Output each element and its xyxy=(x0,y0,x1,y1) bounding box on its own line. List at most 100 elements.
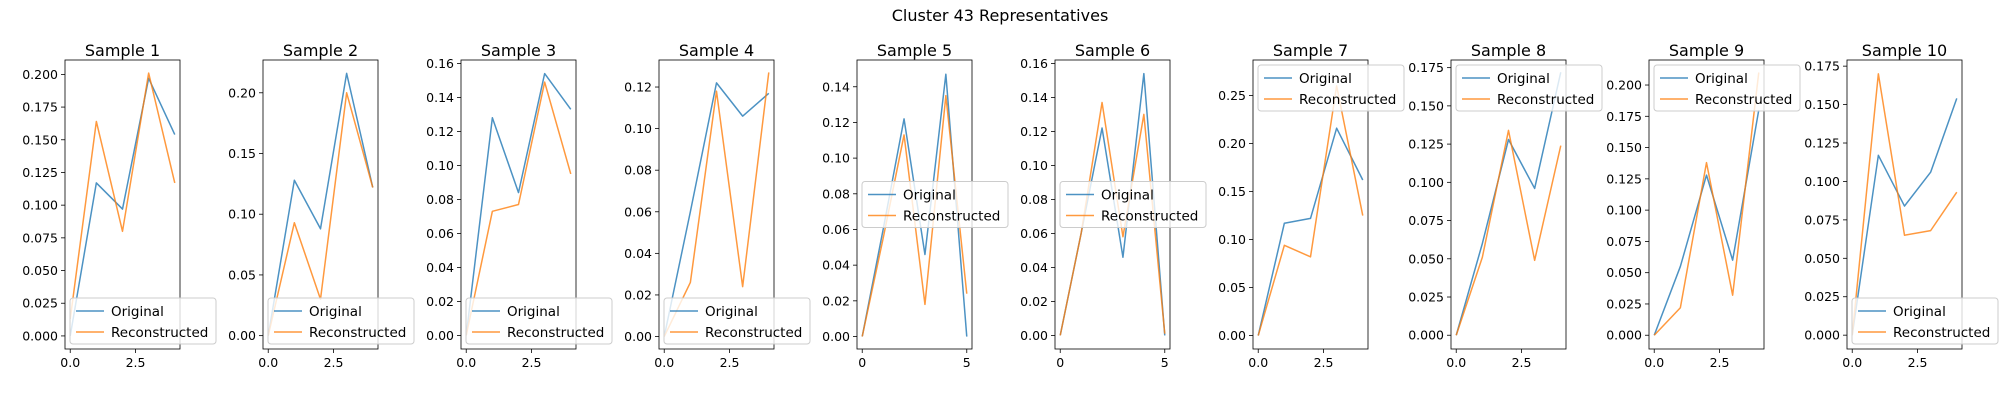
x-tick-label: 0.0 xyxy=(1842,355,1862,370)
legend-label: Reconstructed xyxy=(507,325,604,341)
y-tick-label: 0.10 xyxy=(822,151,850,166)
legend: Original Reconstructed xyxy=(69,297,217,345)
y-tick-label: 0.100 xyxy=(1606,203,1642,218)
y-tick-label: 0.150 xyxy=(1606,140,1642,155)
series-line-reconstructed xyxy=(663,72,770,337)
x-tick-label: 2.5 xyxy=(324,355,344,370)
y-tick-label: 0.175 xyxy=(22,100,58,115)
legend-label: Reconstructed xyxy=(1695,92,1792,108)
subplot-title: Sample 2 xyxy=(283,41,358,60)
subplot-8: Sample 8 0.000 0.025 0.050 0.075 0.100 0.125 0.… xyxy=(1408,41,1603,370)
y-tick-label: 0.25 xyxy=(1218,88,1246,103)
subplot-6: Sample 6 0.00 0.02 0.04 0.06 0.08 0.10 0.12 0.14… xyxy=(1020,41,1207,370)
y-tick-label: 0.12 xyxy=(1020,124,1048,139)
x-tick-label: 5 xyxy=(1161,355,1169,370)
legend: Original Reconstructed xyxy=(1455,64,1603,112)
legend: Original Reconstructed xyxy=(465,297,613,345)
legend: Original Reconstructed xyxy=(861,181,1009,228)
x-tick-label: 0.0 xyxy=(456,355,476,370)
legend-frame xyxy=(267,297,415,345)
x-tick-label: 5 xyxy=(963,355,971,370)
plot-frame xyxy=(1648,59,1765,350)
y-tick-label: 0.00 xyxy=(426,328,454,343)
y-tick-label: 0.150 xyxy=(22,132,58,147)
legend-label: Original xyxy=(1299,71,1352,87)
y-tick-label: 0.10 xyxy=(426,158,454,173)
y-tick-label: 0.100 xyxy=(22,198,58,213)
series-line-original xyxy=(1653,109,1760,336)
y-tick-label: 0.025 xyxy=(1606,296,1642,311)
y-tick-label: 0.150 xyxy=(1408,98,1444,113)
subplot-1: Sample 1 0.000 0.025 0.050 0.075 0.100 0.125 0.… xyxy=(22,41,217,370)
legend-label: Original xyxy=(1695,71,1748,87)
y-tick-label: 0.000 xyxy=(22,328,58,343)
y-tick-label: 0.075 xyxy=(1606,234,1642,249)
y-tick-label: 0.06 xyxy=(426,226,454,241)
y-tick-label: 0.08 xyxy=(624,163,652,178)
y-tick-label: 0.125 xyxy=(1804,136,1840,151)
legend-frame xyxy=(465,297,613,345)
y-tick-label: 0.04 xyxy=(1020,260,1048,275)
legend-label: Original xyxy=(903,188,956,204)
series-line-original xyxy=(465,72,572,336)
plot-frame xyxy=(262,59,379,350)
y-tick-label: 0.000 xyxy=(1804,328,1840,343)
x-tick-label: 0.0 xyxy=(60,355,80,370)
legend-label: Original xyxy=(1893,304,1946,320)
y-tick-label: 0.075 xyxy=(1804,212,1840,227)
x-tick-label: 2.5 xyxy=(126,355,146,370)
legend-label: Original xyxy=(309,304,362,320)
legend-label: Reconstructed xyxy=(1299,92,1396,108)
x-tick-label: 2.5 xyxy=(1908,355,1928,370)
y-tick-label: 0.08 xyxy=(822,186,850,201)
y-tick-label: 0.12 xyxy=(426,124,454,139)
y-tick-label: 0.125 xyxy=(1606,171,1642,186)
x-tick-label: 2.5 xyxy=(1512,355,1532,370)
x-tick-label: 0.0 xyxy=(1644,355,1664,370)
plot-frame xyxy=(658,59,775,350)
y-tick-label: 0.175 xyxy=(1408,60,1444,75)
y-tick-label: 0.200 xyxy=(1606,78,1642,93)
plot-frame xyxy=(1846,59,1963,350)
y-tick-label: 0.000 xyxy=(1408,328,1444,343)
y-tick-label: 0.16 xyxy=(1020,56,1048,71)
subplot-title: Sample 8 xyxy=(1471,41,1546,60)
y-tick-label: 0.14 xyxy=(426,90,454,105)
y-tick-label: 0.150 xyxy=(1804,97,1840,112)
y-tick-label: 0.075 xyxy=(22,230,58,245)
subplot-title: Sample 7 xyxy=(1273,41,1348,60)
y-tick-label: 0.00 xyxy=(624,329,652,344)
subplot-5: Sample 5 0.00 0.02 0.04 0.06 0.08 0.10 0.12 0.14… xyxy=(822,41,1009,370)
y-tick-label: 0.20 xyxy=(1218,136,1246,151)
y-tick-label: 0.15 xyxy=(1218,184,1246,199)
y-tick-label: 0.075 xyxy=(1408,213,1444,228)
y-tick-label: 0.025 xyxy=(1804,289,1840,304)
legend-label: Reconstructed xyxy=(309,325,406,341)
y-tick-label: 0.02 xyxy=(822,293,850,308)
y-tick-label: 0.16 xyxy=(426,56,454,71)
y-tick-label: 0.12 xyxy=(624,80,652,95)
y-tick-label: 0.000 xyxy=(1606,328,1642,343)
y-tick-label: 0.00 xyxy=(1218,328,1246,343)
legend-label: Original xyxy=(507,304,560,320)
series-line-original xyxy=(1257,127,1364,336)
legend-label: Original xyxy=(111,304,164,320)
x-tick-label: 2.5 xyxy=(720,355,740,370)
subplot-title: Sample 5 xyxy=(877,41,952,60)
subplot-3: Sample 3 0.00 0.02 0.04 0.06 0.08 0.10 0.12 0.14… xyxy=(426,41,613,370)
series-line-reconstructed xyxy=(1059,101,1166,336)
subplot-title: Sample 10 xyxy=(1862,41,1947,60)
legend-label: Reconstructed xyxy=(705,325,802,341)
legend-label: Reconstructed xyxy=(1101,209,1198,225)
plot-frame xyxy=(460,59,577,350)
legend: Original Reconstructed xyxy=(1059,181,1207,228)
y-tick-label: 0.00 xyxy=(822,329,850,344)
legend-label: Reconstructed xyxy=(111,325,208,341)
subplot-9: Sample 9 0.000 0.025 0.050 0.075 0.100 0.125 0.… xyxy=(1606,41,1801,370)
y-tick-label: 0.14 xyxy=(1020,90,1048,105)
subplot-title: Sample 9 xyxy=(1669,41,1744,60)
legend: Original Reconstructed xyxy=(1257,64,1405,112)
y-tick-label: 0.00 xyxy=(228,328,256,343)
subplot-10: Sample 10 0.000 0.025 0.050 0.075 0.100 0.125 0… xyxy=(1804,41,1999,370)
